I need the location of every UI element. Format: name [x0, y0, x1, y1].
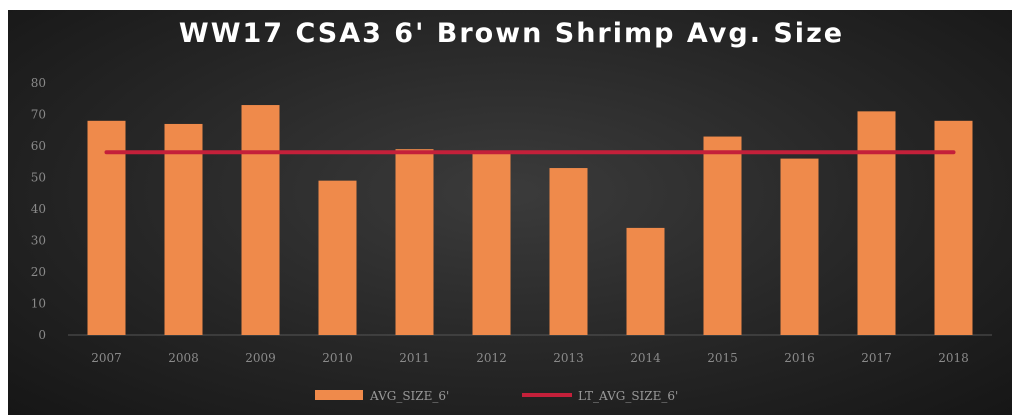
legend-swatch-avg-size [315, 390, 363, 400]
bar-2013 [549, 168, 588, 335]
bar-2012 [472, 152, 511, 335]
x-tick-label: 2011 [399, 351, 430, 365]
bar-2007 [87, 120, 126, 335]
y-tick-label: 70 [31, 108, 46, 122]
x-tick-label: 2010 [322, 351, 353, 365]
y-axis-ticks: 0 10 20 30 40 50 60 70 80 [31, 76, 46, 342]
x-tick-label: 2017 [861, 351, 892, 365]
y-tick-label: 50 [31, 171, 46, 185]
x-tick-label: 2009 [245, 351, 276, 365]
legend: AVG_SIZE_6' LT_AVG_SIZE_6' [315, 389, 678, 403]
bar-2009 [241, 105, 280, 335]
legend-label-lt-avg-size: LT_AVG_SIZE_6' [578, 389, 678, 403]
bar-2011 [395, 149, 434, 335]
bar-2014 [626, 227, 665, 335]
bar-2018 [934, 120, 973, 335]
chart-title: WW17 CSA3 6' Brown Shrimp Avg. Size [178, 18, 845, 49]
legend-label-avg-size: AVG_SIZE_6' [369, 389, 449, 403]
x-tick-label: 2012 [476, 351, 507, 365]
x-tick-label: 2013 [553, 351, 584, 365]
x-tick-label: 2008 [168, 351, 199, 365]
y-tick-label: 0 [38, 328, 46, 342]
y-tick-label: 30 [31, 234, 46, 248]
y-tick-label: 10 [31, 297, 46, 311]
x-tick-label: 2007 [91, 351, 122, 365]
bar-series [87, 105, 973, 335]
bar-2017 [857, 111, 896, 335]
y-tick-label: 60 [31, 139, 46, 153]
x-tick-label: 2015 [707, 351, 738, 365]
y-tick-label: 20 [31, 265, 46, 279]
x-tick-label: 2018 [938, 351, 969, 365]
x-tick-label: 2016 [784, 351, 815, 365]
bar-2010 [318, 180, 357, 335]
bar-2015 [703, 136, 742, 335]
x-tick-label: 2014 [630, 351, 661, 365]
bar-2008 [164, 123, 203, 335]
y-tick-label: 80 [31, 76, 46, 90]
x-axis-ticks: 2007 2008 2009 2010 2011 2012 2013 2014 2015 2016… [91, 351, 969, 365]
bar-2016 [780, 158, 819, 335]
y-tick-label: 40 [31, 202, 46, 216]
